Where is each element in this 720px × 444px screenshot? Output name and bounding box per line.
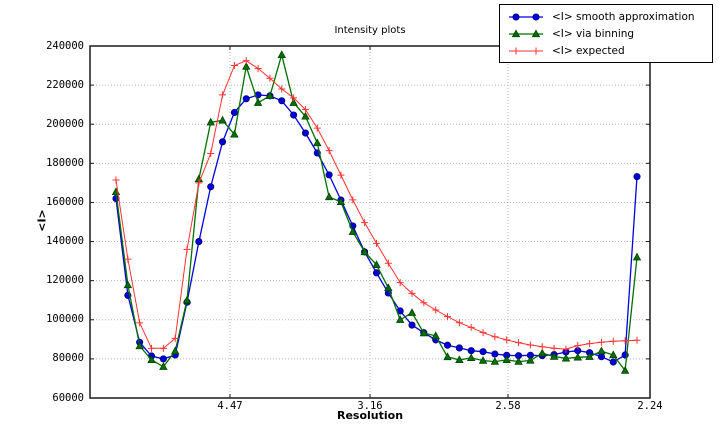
legend-label: <I> expected (552, 44, 625, 57)
y-tick-label: 240000 (46, 39, 84, 52)
y-tick-label: 220000 (46, 78, 84, 91)
y-tick-label: 200000 (46, 117, 84, 130)
series-2 (112, 57, 641, 353)
series-1 (111, 50, 642, 374)
legend-sample-triangle-icon (509, 28, 543, 37)
chart-title: Intensity plots (334, 25, 406, 36)
legend-item-expected: <I> expected (506, 42, 706, 59)
y-tick-label: 120000 (46, 274, 84, 287)
legend-item-via-binning: <I> via binning (506, 25, 706, 42)
x-tick-label: 2.24 (637, 400, 663, 412)
x-axis-label: Resolution (336, 409, 404, 422)
legend-sample-circle-icon (509, 12, 543, 21)
legend-item-smooth-approximation: <I> smooth approximation (506, 8, 706, 25)
legend: <I> smooth approximation <I> via binning… (499, 4, 713, 63)
legend-label: <I> via binning (552, 27, 635, 40)
legend-sample-plus-icon (509, 47, 543, 54)
x-tick-label: 3.16 (357, 400, 383, 412)
y-tick-label: 80000 (52, 352, 84, 365)
y-tick-label: 60000 (52, 391, 84, 404)
legend-label: <I> smooth approximation (552, 10, 695, 23)
y-tick-label: 180000 (46, 156, 84, 169)
y-tick-label: 140000 (46, 235, 84, 248)
y-tick-label: 160000 (46, 195, 84, 208)
y-tick-label: 100000 (46, 313, 84, 326)
x-tick-label: 2.58 (495, 400, 521, 412)
x-tick-label: 4.47 (217, 400, 243, 412)
series-0 (112, 91, 641, 366)
